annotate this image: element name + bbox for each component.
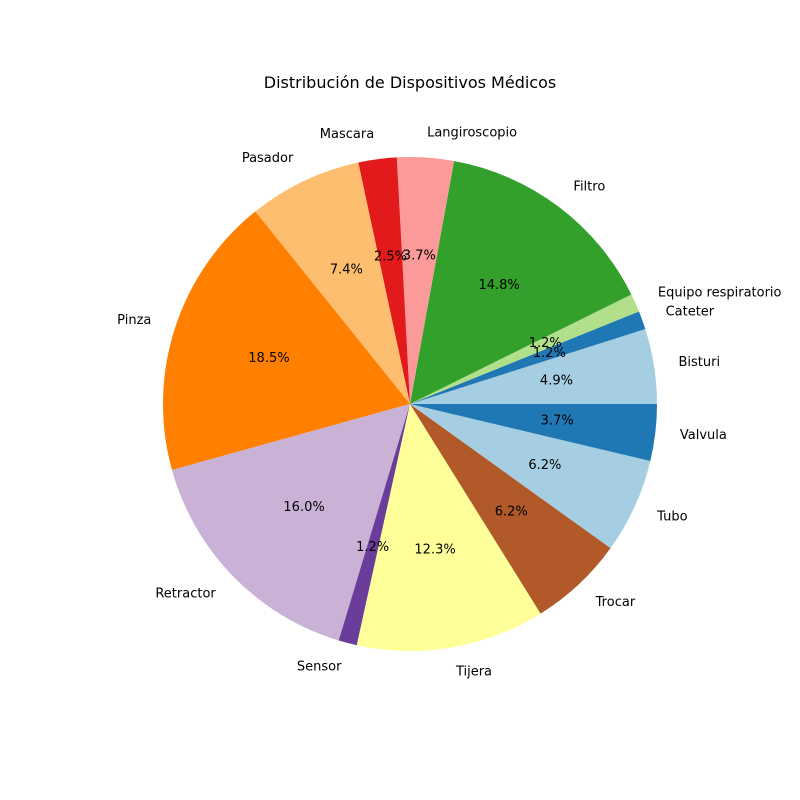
slice-label-mascara: Mascara <box>320 127 374 142</box>
slice-pct-bisturi: 4.9% <box>540 374 573 389</box>
slice-sensor <box>338 404 410 646</box>
slice-pct-cateter: 1.2% <box>533 346 566 361</box>
slice-label-sensor: Sensor <box>297 659 342 674</box>
slice-pct-filtro: 14.8% <box>478 278 519 293</box>
slice-label-tubo: Tubo <box>656 509 687 524</box>
slice-label-tijera: Tijera <box>455 664 492 679</box>
slice-pct-retractor: 16.0% <box>283 500 324 515</box>
slice-retractor <box>172 404 410 641</box>
slice-label-retractor: Retractor <box>155 586 216 601</box>
slice-pct-pasador: 7.4% <box>330 263 363 278</box>
slice-pct-tijera: 12.3% <box>414 543 455 558</box>
slice-langiroscopio <box>396 156 455 404</box>
slice-label-bisturi: Bisturi <box>678 355 720 370</box>
slice-label-valvula: Valvula <box>680 428 727 443</box>
slice-filtro <box>410 160 632 404</box>
slice-pct-sensor: 1.2% <box>356 540 389 555</box>
slice-label-filtro: Filtro <box>573 179 605 194</box>
slice-pct-tubo: 6.2% <box>528 458 561 473</box>
slice-label-trocar: Trocar <box>595 595 636 610</box>
slice-label-cateter: Cateter <box>666 304 715 319</box>
slice-bisturi <box>410 329 657 404</box>
slice-pct-trocar: 6.2% <box>495 505 528 520</box>
slice-label-langiroscopio: Langiroscopio <box>427 125 517 140</box>
chart-title: Distribución de Dispositivos Médicos <box>264 73 556 92</box>
slice-pct-pinza: 18.5% <box>248 351 289 366</box>
slice-pasador <box>255 162 410 404</box>
slice-tubo <box>410 404 651 549</box>
slice-valvula <box>410 404 657 462</box>
slice-label-pinza: Pinza <box>117 313 151 328</box>
slice-equipo-respiratorio <box>410 294 640 404</box>
slice-label-equipo-respiratorio: Equipo respiratorio <box>658 285 782 300</box>
slice-trocar <box>410 404 611 614</box>
slice-label-pasador: Pasador <box>242 151 294 166</box>
pie-labels: Bisturi Cateter Equipo respiratorio Filtro L… <box>117 125 781 679</box>
slice-pct-langiroscopio: 3.7% <box>403 249 436 264</box>
slice-pct-mascara: 2.5% <box>374 250 407 265</box>
slice-pct-valvula: 3.7% <box>541 414 574 429</box>
slice-cateter <box>410 311 646 404</box>
pie-percentages: 4.9%1.2%1.2%14.8%3.7%2.5%7.4%18.5%16.0%1… <box>248 249 573 558</box>
slice-pct-equipo-respiratorio: 1.2% <box>529 336 562 351</box>
slice-mascara <box>358 157 410 404</box>
pie-slices <box>163 156 657 652</box>
slice-tijera <box>356 404 541 652</box>
slice-pinza <box>163 211 410 471</box>
